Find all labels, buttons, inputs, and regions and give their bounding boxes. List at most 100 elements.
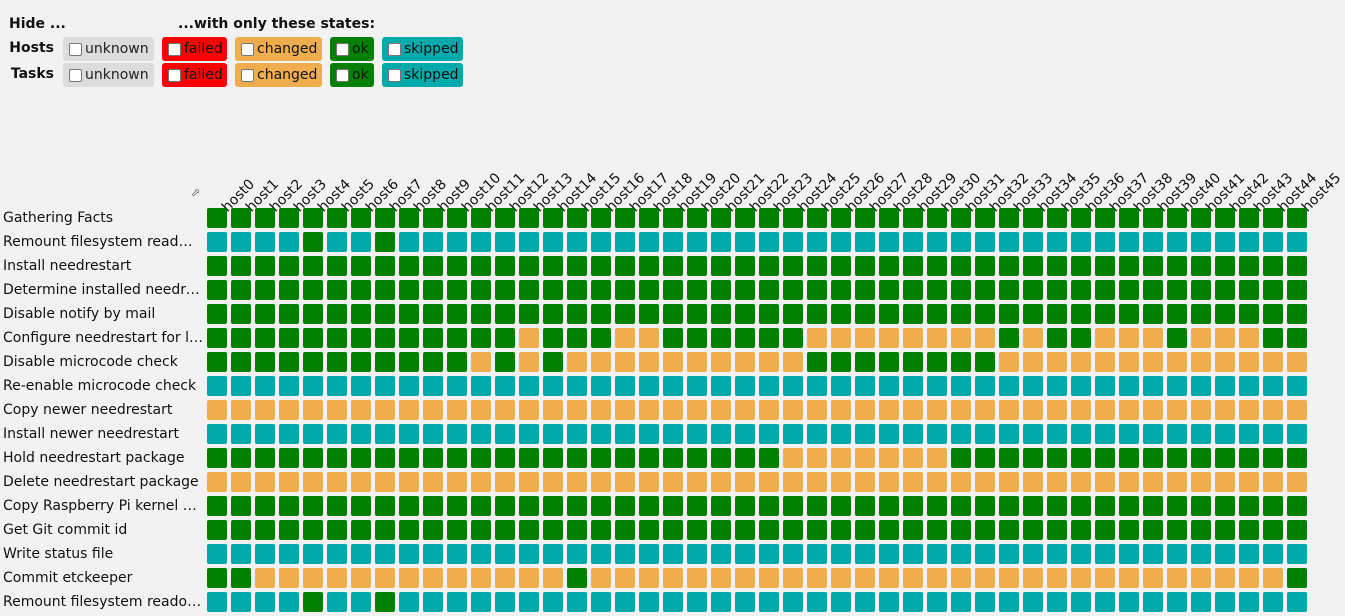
hosts-skipped-checkbox[interactable] <box>388 42 401 56</box>
status-cell[interactable] <box>375 400 395 420</box>
status-cell[interactable] <box>1215 520 1235 540</box>
status-cell[interactable] <box>303 448 323 468</box>
status-cell[interactable] <box>927 304 947 324</box>
status-cell[interactable] <box>351 568 371 588</box>
status-cell[interactable] <box>447 352 467 372</box>
task-row-label[interactable]: Disable microcode check <box>3 354 178 370</box>
status-cell[interactable] <box>639 544 659 564</box>
status-cell[interactable] <box>351 376 371 396</box>
status-cell[interactable] <box>447 304 467 324</box>
status-cell[interactable] <box>1239 352 1259 372</box>
status-cell[interactable] <box>1143 232 1163 252</box>
status-cell[interactable] <box>687 400 707 420</box>
status-cell[interactable] <box>1287 472 1307 492</box>
status-cell[interactable] <box>279 208 299 228</box>
status-cell[interactable] <box>399 400 419 420</box>
status-cell[interactable] <box>711 568 731 588</box>
status-cell[interactable] <box>1191 208 1211 228</box>
status-cell[interactable] <box>807 472 827 492</box>
status-cell[interactable] <box>831 424 851 444</box>
task-row-label[interactable]: Determine installed needre… <box>3 282 203 298</box>
status-cell[interactable] <box>1239 328 1259 348</box>
status-cell[interactable] <box>279 328 299 348</box>
status-cell[interactable] <box>1047 232 1067 252</box>
status-cell[interactable] <box>207 328 227 348</box>
status-cell[interactable] <box>879 232 899 252</box>
status-cell[interactable] <box>567 232 587 252</box>
status-cell[interactable] <box>519 496 539 516</box>
status-cell[interactable] <box>975 520 995 540</box>
status-cell[interactable] <box>903 496 923 516</box>
status-cell[interactable] <box>855 208 875 228</box>
status-cell[interactable] <box>783 376 803 396</box>
status-cell[interactable] <box>1287 448 1307 468</box>
status-cell[interactable] <box>951 280 971 300</box>
hosts-filter-skipped[interactable]: skipped <box>382 37 463 61</box>
status-cell[interactable] <box>207 256 227 276</box>
status-cell[interactable] <box>951 520 971 540</box>
status-cell[interactable] <box>255 232 275 252</box>
status-cell[interactable] <box>1191 520 1211 540</box>
status-cell[interactable] <box>831 232 851 252</box>
status-cell[interactable] <box>855 568 875 588</box>
status-cell[interactable] <box>1191 544 1211 564</box>
status-cell[interactable] <box>615 424 635 444</box>
status-cell[interactable] <box>975 208 995 228</box>
status-cell[interactable] <box>399 448 419 468</box>
status-cell[interactable] <box>327 232 347 252</box>
status-cell[interactable] <box>447 592 467 612</box>
status-cell[interactable] <box>1071 208 1091 228</box>
status-cell[interactable] <box>999 352 1019 372</box>
status-cell[interactable] <box>879 568 899 588</box>
status-cell[interactable] <box>567 520 587 540</box>
status-cell[interactable] <box>1095 400 1115 420</box>
status-cell[interactable] <box>999 328 1019 348</box>
status-cell[interactable] <box>1263 496 1283 516</box>
status-cell[interactable] <box>807 304 827 324</box>
status-cell[interactable] <box>735 304 755 324</box>
status-cell[interactable] <box>351 208 371 228</box>
status-cell[interactable] <box>519 376 539 396</box>
status-cell[interactable] <box>231 352 251 372</box>
status-cell[interactable] <box>807 352 827 372</box>
status-cell[interactable] <box>831 496 851 516</box>
status-cell[interactable] <box>1215 256 1235 276</box>
status-cell[interactable] <box>1287 520 1307 540</box>
status-cell[interactable] <box>1095 568 1115 588</box>
status-cell[interactable] <box>1071 280 1091 300</box>
status-cell[interactable] <box>1215 208 1235 228</box>
status-cell[interactable] <box>903 544 923 564</box>
status-cell[interactable] <box>711 520 731 540</box>
status-cell[interactable] <box>543 280 563 300</box>
status-cell[interactable] <box>1215 304 1235 324</box>
status-cell[interactable] <box>279 352 299 372</box>
status-cell[interactable] <box>1119 496 1139 516</box>
status-cell[interactable] <box>1167 592 1187 612</box>
status-cell[interactable] <box>399 568 419 588</box>
status-cell[interactable] <box>567 448 587 468</box>
status-cell[interactable] <box>807 496 827 516</box>
status-cell[interactable] <box>375 376 395 396</box>
status-cell[interactable] <box>255 208 275 228</box>
status-cell[interactable] <box>327 520 347 540</box>
status-cell[interactable] <box>591 592 611 612</box>
status-cell[interactable] <box>567 544 587 564</box>
status-cell[interactable] <box>1119 376 1139 396</box>
status-cell[interactable] <box>207 208 227 228</box>
status-cell[interactable] <box>759 592 779 612</box>
status-cell[interactable] <box>999 472 1019 492</box>
status-cell[interactable] <box>351 448 371 468</box>
status-cell[interactable] <box>543 448 563 468</box>
tasks-ok-checkbox[interactable] <box>336 68 349 82</box>
status-cell[interactable] <box>831 568 851 588</box>
status-cell[interactable] <box>663 328 683 348</box>
status-cell[interactable] <box>471 304 491 324</box>
status-cell[interactable] <box>975 232 995 252</box>
status-cell[interactable] <box>1215 544 1235 564</box>
status-cell[interactable] <box>1167 376 1187 396</box>
status-cell[interactable] <box>255 304 275 324</box>
status-cell[interactable] <box>1263 400 1283 420</box>
status-cell[interactable] <box>567 472 587 492</box>
status-cell[interactable] <box>855 256 875 276</box>
status-cell[interactable] <box>207 568 227 588</box>
